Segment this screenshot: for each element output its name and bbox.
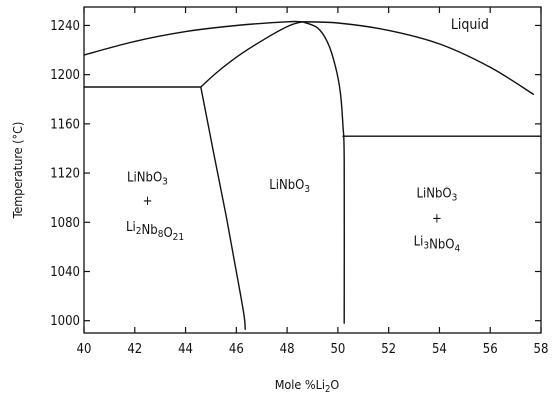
plot-frame [83, 6, 542, 334]
x-tick-label: 42 [127, 342, 142, 357]
solidus-left [200, 21, 303, 88]
region-two-phase-right: LiNbO3 + Li3NbO4 [414, 187, 461, 255]
region-label-line: LiNbO3 [416, 187, 457, 204]
region-label-line: + [143, 194, 153, 209]
x-tick-label: 54 [432, 342, 447, 357]
region-label-line: + [432, 211, 442, 226]
solidus-right [301, 21, 345, 324]
x-tick-label: 56 [483, 342, 498, 357]
x-tick-label: 48 [280, 342, 295, 357]
y-tick-label: 1080 [50, 216, 80, 231]
y-tick-label: 1000 [50, 314, 80, 329]
y-tick-label: 1040 [50, 265, 80, 280]
region-label-line: LiNbO3 [269, 178, 310, 195]
axis-ticks: 40 42 44 46 48 50 52 54 56 58 1000 1040 1080 1120 1160… [50, 7, 548, 357]
liquid-label: Liquid [451, 17, 489, 33]
liquidus-left [83, 20, 303, 56]
x-tick-label: 44 [178, 342, 193, 357]
phase-boundaries [83, 20, 542, 330]
region-single-phase: LiNbO3 [269, 178, 310, 195]
region-label-line: Li3NbO4 [414, 235, 461, 255]
liquidus-right [301, 21, 535, 95]
x-tick-label: 46 [229, 342, 244, 357]
region-label-line: Li2Nb8O21 [126, 220, 184, 243]
y-tick-label: 1160 [50, 117, 80, 132]
x-tick-label: 50 [330, 342, 345, 357]
x-axis-title: Mole %Li2O [275, 377, 340, 395]
x-tick-label: 40 [77, 342, 92, 357]
region-two-phase-left: LiNbO3 + Li2Nb8O21 [126, 171, 184, 243]
solvus-left [200, 86, 246, 330]
y-tick-label: 1240 [50, 19, 80, 34]
region-label-line: LiNbO3 [127, 171, 168, 188]
y-axis-title: Temperature (°C) [10, 122, 25, 220]
region-liquid: Liquid [451, 17, 489, 33]
x-tick-label: 58 [534, 342, 549, 357]
y-tick-label: 1200 [50, 68, 80, 83]
region-labels: Liquid LiNbO3 + Li2Nb8O21 LiNbO3 LiNbO3 + Li3Nb… [126, 17, 489, 255]
y-tick-label: 1120 [50, 167, 80, 182]
x-tick-label: 52 [381, 342, 396, 357]
